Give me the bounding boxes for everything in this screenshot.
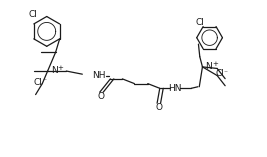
Text: Cl: Cl xyxy=(195,18,205,27)
Text: NH: NH xyxy=(92,71,106,80)
Text: Cl: Cl xyxy=(34,78,43,87)
Text: +: + xyxy=(212,61,218,67)
Text: O: O xyxy=(97,92,104,101)
Text: ⁻: ⁻ xyxy=(43,77,47,86)
Text: N: N xyxy=(51,66,58,75)
Text: Cl: Cl xyxy=(215,69,224,78)
Text: N: N xyxy=(205,62,212,71)
Text: HN: HN xyxy=(168,84,182,93)
Text: +: + xyxy=(57,65,63,71)
Text: Cl: Cl xyxy=(28,10,37,19)
Text: ⁻: ⁻ xyxy=(224,68,228,77)
Text: O: O xyxy=(155,103,162,112)
